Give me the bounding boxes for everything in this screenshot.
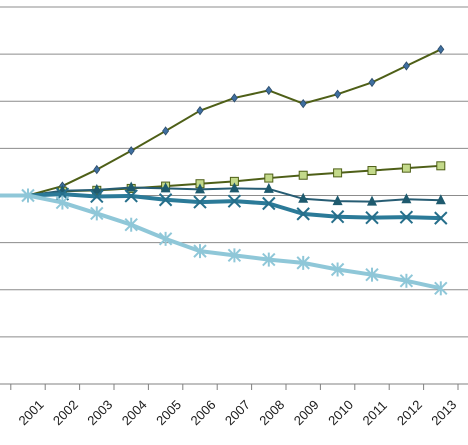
data-point (368, 77, 376, 88)
series-line (0, 193, 442, 291)
data-point (365, 210, 379, 225)
series-line (0, 48, 442, 197)
data-point (93, 164, 101, 175)
data-point (296, 255, 310, 270)
data-point (227, 194, 242, 208)
x-tick-label: 2004 (119, 397, 150, 428)
x-tick-label: 2005 (153, 397, 184, 428)
data-point (127, 146, 135, 156)
data-point (434, 211, 448, 225)
data-point (158, 231, 173, 246)
data-point (262, 252, 276, 267)
data-point (435, 194, 446, 205)
data-point (434, 281, 448, 296)
series-line (0, 192, 441, 221)
x-tick-label: 2002 (50, 397, 81, 428)
data-point (334, 89, 342, 99)
data-point (195, 183, 205, 194)
data-point (402, 61, 410, 71)
data-point (262, 196, 276, 211)
x-tick-label: 2012 (394, 397, 425, 428)
series-5 (0, 188, 448, 296)
data-point (263, 182, 274, 193)
data-point (158, 193, 173, 207)
data-point (193, 244, 207, 259)
data-point (230, 93, 238, 103)
data-point (333, 168, 343, 178)
data-point (367, 166, 377, 176)
x-ticks (10, 384, 459, 390)
x-tick-label: 2010 (325, 397, 356, 428)
data-point (196, 106, 204, 116)
x-tick-label: 2013 (428, 397, 459, 428)
data-point (227, 248, 242, 263)
data-point (296, 207, 310, 221)
data-point (265, 85, 273, 96)
data-point (90, 206, 104, 221)
data-point (124, 189, 138, 203)
series-1 (0, 44, 445, 197)
data-point (436, 161, 446, 171)
data-point (401, 193, 412, 204)
data-point (264, 173, 274, 183)
x-tick-label: 2001 (16, 397, 47, 428)
series-layer (0, 44, 448, 296)
data-point (55, 195, 70, 210)
series-3 (0, 181, 446, 206)
gridlines (0, 6, 468, 338)
data-point (330, 209, 345, 224)
x-tick-label: 2007 (222, 397, 253, 428)
data-point (193, 195, 207, 209)
data-point (365, 267, 379, 282)
data-point (91, 183, 102, 194)
data-point (160, 182, 171, 193)
data-point (162, 126, 170, 136)
data-point (437, 44, 445, 55)
data-point (126, 181, 137, 192)
data-point (299, 98, 307, 109)
x-tick-label: 2003 (84, 397, 115, 428)
data-point (298, 192, 309, 203)
series-line (0, 186, 441, 203)
data-point (332, 195, 343, 206)
series-4 (0, 187, 448, 225)
data-point (90, 189, 104, 204)
data-point (298, 170, 308, 180)
data-point (330, 262, 345, 277)
data-point (21, 188, 35, 203)
x-tick-label: 2006 (188, 397, 219, 428)
x-tick-label: 2008 (256, 397, 287, 428)
data-point (401, 163, 411, 173)
x-tick-label: 2009 (291, 397, 322, 428)
x-tick-label: 2011 (360, 398, 390, 428)
x-tick-labels: 2001 2002 2003 2004 2005 2006 2007 2008 2009 2010… (16, 397, 460, 428)
data-point (399, 273, 414, 288)
data-point (399, 210, 414, 224)
data-point (124, 217, 138, 232)
data-point (367, 195, 377, 206)
data-point (229, 182, 240, 193)
